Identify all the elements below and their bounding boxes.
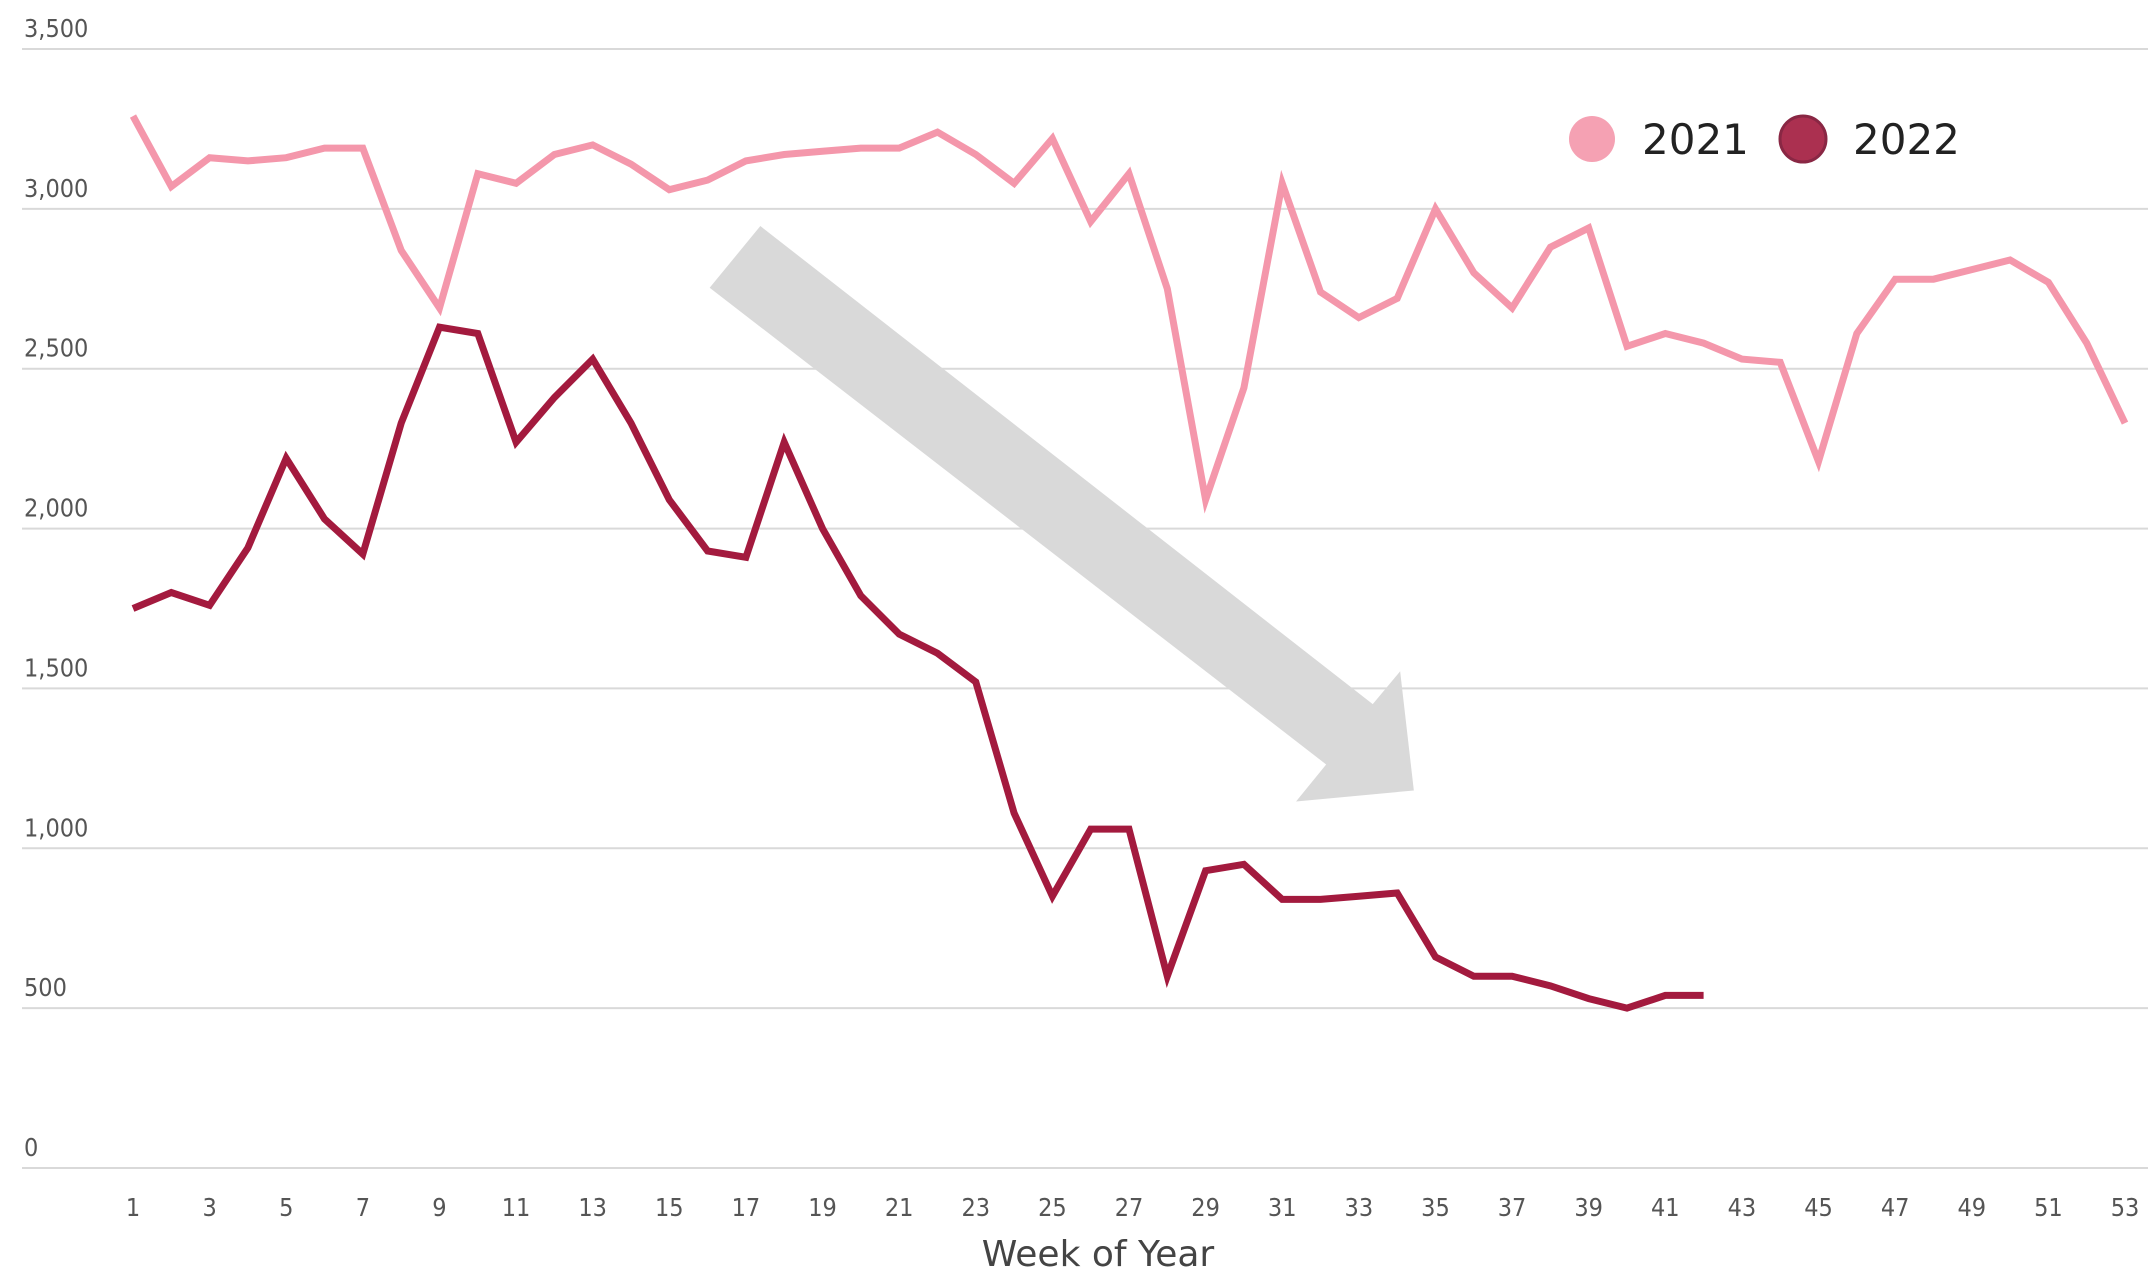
x-tick-label: 15 (655, 1193, 684, 1222)
x-tick-label: 17 (732, 1193, 761, 1222)
y-tick-label: 0 (24, 1133, 38, 1162)
x-tick-label: 13 (578, 1193, 607, 1222)
x-tick-label: 5 (279, 1193, 293, 1222)
x-tick-label: 29 (1191, 1193, 1220, 1222)
legend-marker (1778, 114, 1828, 164)
x-tick-label: 23 (961, 1193, 990, 1222)
y-tick-label: 1,000 (24, 813, 88, 842)
x-tick-label: 19 (808, 1193, 837, 1222)
x-tick-label: 47 (1881, 1193, 1910, 1222)
x-tick-label: 37 (1498, 1193, 1527, 1222)
y-tick-label: 3,000 (24, 174, 88, 203)
x-tick-label: 41 (1651, 1193, 1680, 1222)
x-tick-label: 51 (2034, 1193, 2063, 1222)
x-tick-label: 31 (1268, 1193, 1297, 1222)
x-tick-label: 39 (1574, 1193, 1603, 1222)
x-tick-label: 33 (1345, 1193, 1374, 1222)
x-tick-label: 43 (1728, 1193, 1757, 1222)
x-tick-label: 25 (1038, 1193, 1067, 1222)
trend-arrow (709, 226, 1414, 802)
x-axis-title: Week of Year (982, 1234, 1215, 1275)
y-tick-label: 2,000 (24, 494, 88, 523)
line-series (131, 323, 1704, 1012)
x-tick-label: 11 (502, 1193, 531, 1222)
x-tick-label: 3 (202, 1193, 216, 1222)
x-tick-label: 21 (885, 1193, 914, 1222)
y-tick-label: 3,500 (24, 14, 88, 43)
legend-marker (1569, 116, 1615, 162)
y-tick-label: 2,500 (24, 334, 88, 363)
x-tick-label: 49 (1957, 1193, 1986, 1222)
x-tick-label: 9 (432, 1193, 446, 1222)
x-tick-label: 45 (1804, 1193, 1833, 1222)
x-tick-label: 27 (1115, 1193, 1144, 1222)
legend-label: 2022 (1853, 115, 1960, 164)
legend-label: 2021 (1642, 115, 1749, 164)
line-series (129, 114, 2129, 514)
x-tick-label: 53 (2111, 1193, 2140, 1222)
x-tick-label: 7 (356, 1193, 370, 1222)
y-tick-label: 1,500 (24, 653, 88, 682)
x-tick-label: 35 (1421, 1193, 1450, 1222)
y-tick-label: 500 (24, 973, 67, 1002)
x-tick-label: 1 (126, 1193, 140, 1222)
